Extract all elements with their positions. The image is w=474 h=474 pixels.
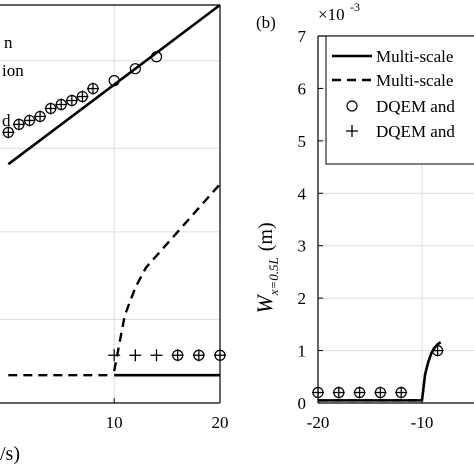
plus-point (395, 386, 408, 399)
plus-point (374, 386, 387, 399)
legend-label: Multi-scale (376, 71, 453, 90)
plus-point (150, 349, 163, 362)
plus-point (23, 114, 36, 127)
y-tick-label: 4 (298, 184, 307, 203)
y-tick-label: 2 (298, 289, 307, 308)
y-multiplier-exponent: -3 (350, 0, 360, 14)
y-tick-label: 0 (298, 394, 307, 413)
plus-point (12, 118, 25, 131)
circle-marker (346, 100, 358, 112)
panel-a: 10 20 n ion d (0, 3, 229, 432)
plus-point (87, 82, 99, 95)
x-tick-label: -10 (411, 413, 434, 432)
y-multiplier: ×10 (318, 5, 345, 24)
circle-point (108, 75, 120, 87)
y-axis-label-main: W (252, 294, 277, 314)
plus-point (192, 349, 205, 362)
plus-point (2, 126, 15, 139)
plus-point (214, 349, 226, 362)
legend-swatch-circle (346, 100, 358, 112)
legend: Multi-scale Multi-scale DQEM and DQEM and (325, 35, 474, 165)
y-tick-label: 5 (298, 132, 307, 151)
y-axis-label: Wx=0.5L (m) (252, 222, 281, 313)
legend-swatch-plus (346, 125, 358, 137)
x-tick-label: 20 (212, 413, 229, 432)
circle-marker (129, 63, 141, 75)
y-tick-label: 6 (298, 79, 307, 98)
legend-fragment: d (2, 111, 11, 130)
y-axis-label-sub: x=0.5L (266, 257, 281, 296)
plus-point (171, 349, 184, 362)
plus-point (431, 344, 444, 357)
plus-point (312, 386, 324, 399)
legend-box (325, 35, 474, 165)
solid-series-line (7, 3, 221, 166)
circle-marker (108, 75, 120, 87)
dashed-series-line (112, 183, 221, 372)
plus-point (353, 386, 366, 399)
plus-point (65, 94, 78, 107)
circle-point (129, 63, 141, 75)
x-tick-label: 10 (106, 413, 123, 432)
plus-point (55, 98, 68, 111)
panel-b: 0 1 2 3 4 5 6 7 -20 -10 Multi-scale Multi-scale DQEM… (298, 27, 474, 432)
plus-point (129, 349, 142, 362)
y-axis-label-unit: (m) (255, 222, 277, 251)
circle-marker (150, 51, 163, 63)
legend-fragment: n (4, 33, 13, 52)
y-tick-label: 3 (298, 237, 307, 256)
y-tick-label: 7 (298, 27, 307, 46)
plus-point (44, 102, 57, 115)
y-tick-label: 1 (298, 342, 307, 361)
circle-point (150, 51, 163, 63)
plus-point (332, 386, 345, 399)
x-axis-label-fragment: /s) (0, 443, 20, 465)
plus-point (34, 110, 47, 123)
x-tick-label: -20 (307, 413, 330, 432)
plus-point (76, 90, 89, 103)
legend-label: DQEM and (376, 122, 455, 141)
plus-point (108, 349, 121, 362)
legend-fragment: ion (2, 61, 24, 80)
legend-label: Multi-scale (376, 47, 453, 66)
svg-text:Wx=0.5L(m): Wx=0.5L (m) (252, 222, 281, 313)
legend-label: DQEM and (376, 97, 455, 116)
panel-label-b: (b) (256, 13, 276, 32)
